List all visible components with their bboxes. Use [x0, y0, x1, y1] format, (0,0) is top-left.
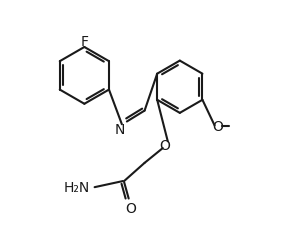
Text: O: O [126, 201, 136, 215]
Text: F: F [81, 34, 89, 48]
Text: N: N [115, 123, 125, 137]
Text: O: O [160, 138, 170, 152]
Text: H₂N: H₂N [63, 180, 90, 194]
Text: O: O [213, 120, 223, 134]
